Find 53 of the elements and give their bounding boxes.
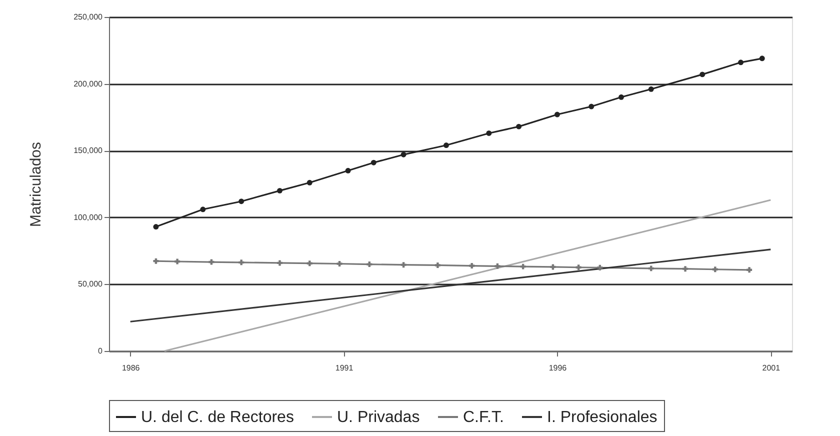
point xyxy=(520,264,526,270)
y-axis-title: Matriculados xyxy=(28,142,45,228)
y-tick-label: 0 xyxy=(98,346,104,356)
point xyxy=(443,142,449,148)
point xyxy=(486,130,492,136)
y-tick-label: 50,000 xyxy=(78,280,104,289)
y-tick-label: 100,000 xyxy=(74,212,104,222)
point xyxy=(277,260,282,266)
x-tick-label: 1986 xyxy=(122,364,140,372)
point xyxy=(597,264,603,270)
point xyxy=(238,260,244,266)
point xyxy=(516,124,522,130)
legend-label: I. Profesionales xyxy=(547,409,658,426)
point xyxy=(174,258,180,264)
point xyxy=(746,267,752,273)
legend-label: C.F.T. xyxy=(463,409,504,426)
point xyxy=(400,152,406,158)
legend-label: U. Privadas xyxy=(337,409,420,426)
point xyxy=(759,56,765,62)
point xyxy=(700,72,706,78)
y-tick-label: 150,000 xyxy=(74,146,104,156)
point xyxy=(618,94,624,100)
point xyxy=(208,259,214,265)
point xyxy=(550,264,556,270)
point xyxy=(648,266,654,272)
point xyxy=(682,266,688,272)
y-tick-label: 250,000 xyxy=(74,12,104,22)
point xyxy=(238,198,244,204)
point xyxy=(554,112,560,118)
x-tick-label: 1991 xyxy=(335,364,354,372)
point xyxy=(712,266,718,272)
point xyxy=(277,188,282,194)
point xyxy=(153,258,159,264)
point xyxy=(336,261,342,266)
point xyxy=(576,264,582,270)
point xyxy=(366,262,372,268)
point xyxy=(400,262,406,268)
point xyxy=(588,104,594,110)
point xyxy=(200,206,206,212)
x-tick-label: 2001 xyxy=(762,364,781,372)
point xyxy=(306,260,312,266)
point xyxy=(153,224,159,230)
x-tick-label: 1996 xyxy=(548,364,568,372)
point xyxy=(345,168,351,174)
y-tick-label: 200,000 xyxy=(74,79,104,88)
legend-label: U. del C. de Rectores xyxy=(141,409,294,426)
point xyxy=(370,160,376,166)
point xyxy=(648,86,654,92)
point xyxy=(494,263,500,269)
point xyxy=(469,263,475,268)
point xyxy=(434,262,440,268)
point xyxy=(306,180,312,186)
point xyxy=(738,60,744,66)
